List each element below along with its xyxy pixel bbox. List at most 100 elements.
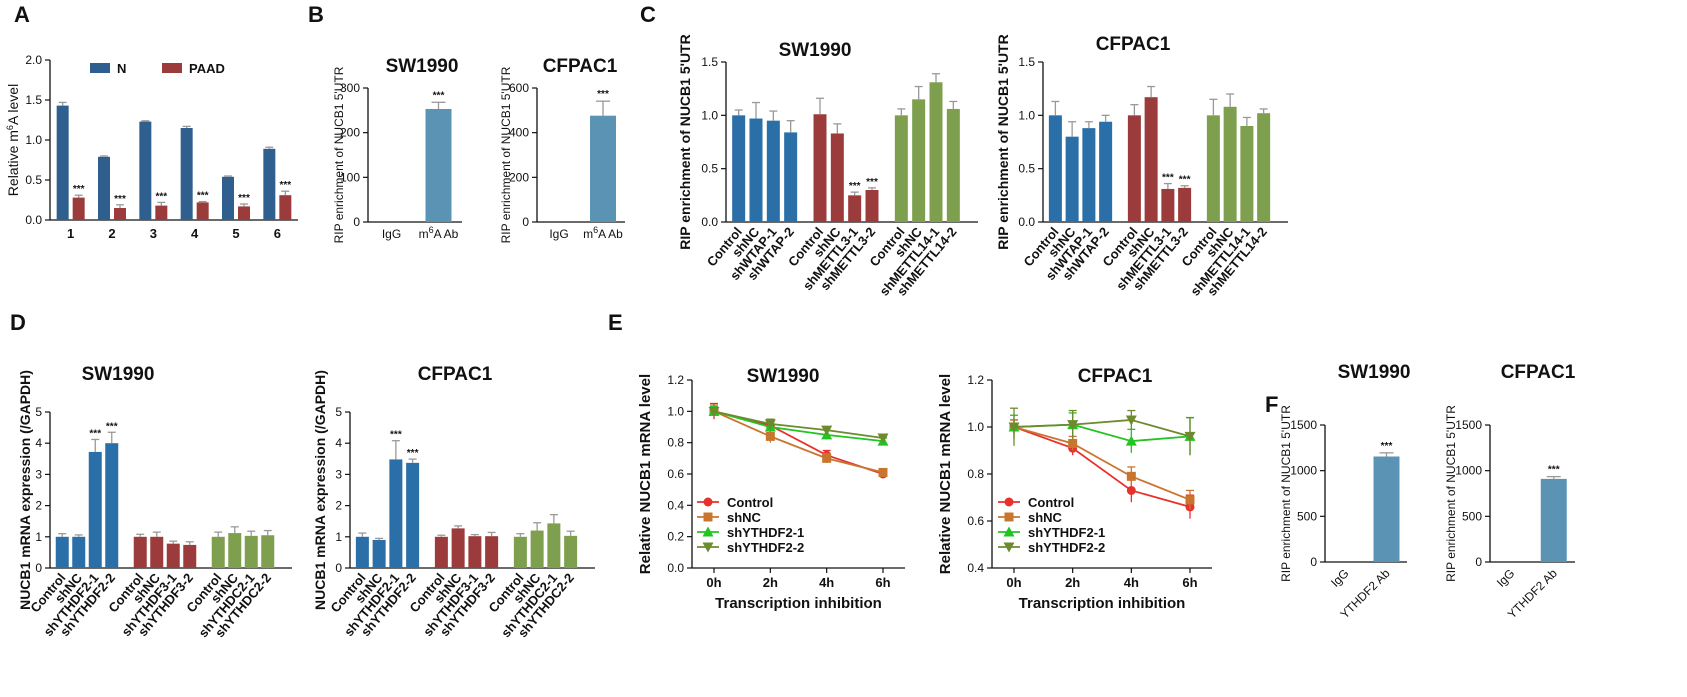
panel-c1-bar-g2-3-significance: *** bbox=[849, 181, 861, 192]
panel-d1-title: SW1990 bbox=[82, 364, 155, 385]
panel-a-bar-n-5 bbox=[222, 176, 234, 220]
panel-a-bar-paad-6 bbox=[279, 195, 292, 220]
panel-e2-y-tick-label: 1.0 bbox=[967, 420, 984, 434]
panel-d2-y-axis-label: NUCB1 mRNA expression (/GAPDH) bbox=[312, 370, 328, 610]
panel-d1-y-tick-label: 3 bbox=[35, 467, 42, 481]
panel-c1-bar-g1-4 bbox=[784, 132, 798, 222]
panel-a-x-tick-label-4: 4 bbox=[191, 226, 199, 241]
panel-d2-title: CFPAC1 bbox=[418, 364, 493, 385]
panel-a-x-tick-label-3: 3 bbox=[150, 226, 157, 241]
panel-e1-y-tick-label: 1.2 bbox=[667, 373, 684, 387]
panel-a-legend-label-n: N bbox=[117, 61, 126, 76]
panel-e2-shnc-point-6h bbox=[1185, 495, 1195, 505]
panel-d1-bar-g2-4 bbox=[183, 544, 197, 568]
panel-f2-y-tick-label: 1000 bbox=[1455, 464, 1482, 478]
panel-d1-bar-g1-1 bbox=[55, 536, 69, 568]
panel-e1-shythdf2-2-point-0h bbox=[708, 406, 720, 417]
panel-c2-y-tick-label: 1.5 bbox=[1018, 55, 1035, 69]
panel-b1-y-tick-label: 0 bbox=[353, 215, 360, 229]
panel-e2-shythdf2-1-point-4h bbox=[1125, 435, 1137, 446]
panel-b1-y-tick-label: 200 bbox=[340, 126, 360, 140]
panel-b1-x-tick-label-1: m6A Ab bbox=[419, 225, 459, 241]
panel-c2-y-tick-label: 0.5 bbox=[1018, 162, 1035, 176]
panel-f1-bar-1 bbox=[1373, 456, 1400, 562]
panel-e2-shnc-legend-label: shNC bbox=[1028, 510, 1063, 525]
panel-c1-bar-g2-4-significance: *** bbox=[866, 177, 878, 188]
panel-d1-bar-g1-2 bbox=[72, 536, 86, 568]
panel-c2-bar-g3-2 bbox=[1223, 106, 1237, 222]
panel-e2-control-legend-label: Control bbox=[1028, 495, 1074, 510]
panel-c2-title: CFPAC1 bbox=[1096, 34, 1171, 55]
panel-e1-x-tick-label-6h: 6h bbox=[875, 575, 890, 590]
panel-b2-y-tick-label: 600 bbox=[509, 81, 529, 95]
panel-d2-y-tick-label: 0 bbox=[335, 561, 342, 575]
panel-e1-control-line bbox=[713, 410, 884, 475]
panel-d2-bar-g2-4 bbox=[485, 536, 499, 568]
panel-b1-y-tick-label: 100 bbox=[340, 170, 360, 184]
panel-e1-shnc-point-2h bbox=[765, 431, 775, 441]
panel-e1-shythdf2-2-line bbox=[713, 410, 884, 439]
panel-e1-control-legend-label: Control bbox=[727, 495, 773, 510]
panel-a-y-tick-label: 1.0 bbox=[25, 133, 42, 147]
panel-f2-bar-1 bbox=[1540, 478, 1567, 562]
panel-d2-y-tick-label: 2 bbox=[335, 499, 342, 513]
panel-d1-bar-g1-3 bbox=[88, 451, 102, 568]
panel-f1-title: SW1990 bbox=[1338, 362, 1411, 383]
panel-a-y-axis-label: Relative m6A level bbox=[5, 84, 21, 196]
panel-b1-bar-1 bbox=[425, 108, 452, 222]
panel-e2-shythdf2-2-point-4h bbox=[1125, 415, 1137, 426]
panel-c2-bar-g2-1 bbox=[1127, 115, 1141, 222]
panel-f2-title: CFPAC1 bbox=[1501, 362, 1576, 383]
panel-d1-bar-g1-3-significance: *** bbox=[89, 428, 101, 439]
panel-d2-bar-g2-1 bbox=[434, 536, 448, 568]
panel-c1-y-tick-label: 0.5 bbox=[701, 162, 718, 176]
panel-e2-x-tick-label-0h: 0h bbox=[1006, 575, 1021, 590]
panel-e2-shythdf2-1-legend-marker bbox=[1003, 526, 1015, 537]
panel-e2-x-tick-label-4h: 4h bbox=[1124, 575, 1139, 590]
panel-d1-bar-g2-2 bbox=[150, 536, 164, 568]
panel-e2-control-line bbox=[1013, 426, 1191, 508]
panel-e2-control-point-4h bbox=[1126, 485, 1136, 495]
panel-b2-significance: *** bbox=[597, 89, 609, 100]
panel-a-significance-1: *** bbox=[73, 184, 85, 195]
panel-a-bar-paad-1 bbox=[72, 197, 85, 220]
panel-a-bar-n-2 bbox=[98, 156, 110, 220]
panel-d2-bar-g2-3 bbox=[468, 536, 482, 568]
panel-e1-shythdf2-1-legend-label: shYTHDF2-1 bbox=[727, 525, 804, 540]
panel-b2-y-tick-label: 200 bbox=[509, 170, 529, 184]
panel-a-bar-n-3 bbox=[139, 121, 152, 220]
panel-e2-shnc-line bbox=[1013, 426, 1191, 501]
panel-e1-y-tick-label: 0.8 bbox=[667, 436, 684, 450]
panel-e2-y-tick-label: 0.4 bbox=[967, 561, 984, 575]
panel-f2-y-tick-label: 0 bbox=[1475, 555, 1482, 569]
panel-e1-y-tick-label: 0.0 bbox=[667, 561, 684, 575]
panel-e1-shythdf2-2-legend-label: shYTHDF2-2 bbox=[727, 540, 804, 555]
panel-a-bar-paad-2 bbox=[114, 208, 126, 220]
panel-d2-y-tick-label: 4 bbox=[335, 436, 342, 450]
panel-f2-significance: *** bbox=[1548, 465, 1560, 476]
panel-c1-bar-g2-4 bbox=[865, 190, 879, 222]
panel-f1-significance: *** bbox=[1381, 441, 1393, 452]
panel-b1-x-tick-label-0: IgG bbox=[382, 227, 401, 241]
panel-c2-bar-g1-3 bbox=[1082, 128, 1096, 222]
panel-b2-x-tick-label-1: m6A Ab bbox=[583, 225, 623, 241]
panel-letter-e: E bbox=[608, 310, 623, 335]
panel-e1-shnc-line bbox=[713, 410, 884, 474]
panel-e1-x-tick-label-4h: 4h bbox=[819, 575, 834, 590]
panel-b2-y-tick-label: 0 bbox=[522, 215, 529, 229]
panel-letter-f: F bbox=[1265, 392, 1278, 417]
panel-e2-shnc-legend-marker bbox=[1004, 512, 1014, 522]
panel-e1-shythdf2-1-line bbox=[713, 410, 884, 442]
panel-e2-y-tick-label: 0.6 bbox=[967, 514, 984, 528]
panel-c1-bar-g1-1 bbox=[732, 115, 746, 222]
panel-e1-shnc-legend-marker bbox=[703, 512, 713, 522]
panel-c2-y-axis-label: RIP enrichment of NUCB1 5'UTR bbox=[995, 34, 1011, 249]
panel-b2-y-tick-label: 400 bbox=[509, 126, 529, 140]
panel-e1-shythdf2-2-point-6h bbox=[877, 433, 889, 444]
panel-e2-x-tick-label-2h: 2h bbox=[1065, 575, 1080, 590]
panel-c2-bar-g1-4 bbox=[1099, 121, 1113, 222]
panel-e1-x-axis-label: Transcription inhibition bbox=[715, 595, 882, 612]
